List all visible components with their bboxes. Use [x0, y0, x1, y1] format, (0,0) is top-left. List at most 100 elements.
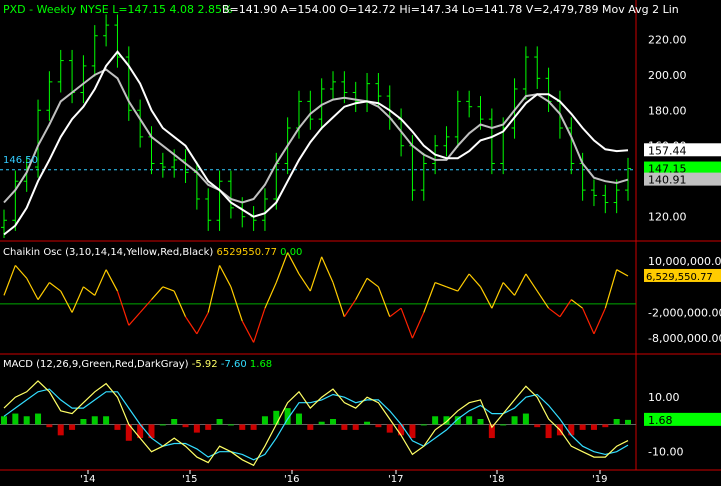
moving-average-fast-line [3, 68, 629, 204]
macd-tag-label: 1.68 [648, 414, 673, 427]
x-axis: '14 '15 '16 '17 '18 '19 [80, 470, 607, 485]
macd-histogram-bar [69, 424, 76, 430]
macd-histogram-bar [341, 424, 348, 430]
header-symbol: PXD [3, 3, 26, 16]
chaikin-segment [151, 286, 164, 301]
macd-histogram-bar [295, 413, 302, 425]
svg-text:B=141.90 A=154.00 O=142.72: B=141.90 A=154.00 O=142.72 Hi=147.34 Lo=… [222, 3, 679, 16]
macd-histogram-bar [375, 424, 382, 428]
price-tick-label: 220.00 [648, 33, 687, 46]
header-change-pct: 2.85% [198, 3, 233, 16]
price-tick-label: 200.00 [648, 69, 687, 82]
chaikin-segment [604, 269, 618, 309]
panel-frame [0, 0, 721, 471]
macd-histogram-bar [466, 416, 473, 425]
macd-histogram-bar [568, 424, 575, 436]
chaikin-segment [139, 299, 152, 313]
chaikin-segment [253, 308, 266, 343]
chaikin-segment [275, 252, 289, 283]
macd-histogram-bar [534, 424, 541, 428]
chaikin-segment [593, 307, 606, 335]
chaikin-value: 6529550.77 [217, 247, 277, 258]
x-tick-label: '17 [388, 474, 403, 485]
chaikin-segment [287, 252, 300, 275]
chaikin-tag-label: 6,529,550.77 [646, 272, 713, 283]
chaikin-segment [332, 282, 345, 317]
macd-histogram-bar [386, 424, 393, 433]
chaikin-segment [423, 282, 436, 313]
chaikin-segment [446, 286, 459, 292]
macd-histogram-bar [318, 421, 325, 425]
header-low: Lo=141.78 [462, 3, 522, 16]
macd-histogram-bar [522, 413, 529, 425]
chaikin-segment [434, 281, 447, 288]
chaikin-segment [219, 265, 232, 288]
chaikin-segment [616, 269, 629, 277]
macd-histogram-bar [103, 416, 110, 425]
price-left-marker: 146.50 [3, 155, 38, 166]
x-tick-label: '14 [80, 474, 95, 485]
macd-lines [3, 380, 629, 467]
macd-histogram-bar [364, 421, 371, 425]
macd-histogram-bar [330, 419, 337, 425]
moving-average-slow-line [3, 50, 629, 236]
header-last: L=147.15 [112, 3, 166, 16]
chaikin-segment [37, 282, 50, 300]
chaikin-segment [94, 269, 107, 296]
chaikin-segment [377, 286, 391, 317]
macd-histogram-bar [273, 410, 280, 425]
macd-signal-value: -7.60 [221, 359, 247, 370]
header-ask: A=154.00 [281, 3, 336, 16]
macd-histogram-bar [216, 419, 223, 425]
chaikin-segment [26, 277, 39, 300]
macd-histogram-bar [352, 424, 359, 430]
macd-histogram-bar [148, 424, 155, 439]
chaikin-segment [389, 307, 402, 318]
chaikin-segment [49, 282, 62, 292]
chaikin-segment [105, 269, 118, 292]
price-tag-label: 147.15 [648, 163, 687, 176]
chaikin-segment [207, 265, 221, 313]
price-tick-label: 180.00 [648, 104, 687, 117]
chaikin-segment [525, 273, 538, 292]
chaikin-tag-box [644, 268, 721, 282]
header-open: O=142.72 [340, 3, 396, 16]
x-tick-label: '19 [592, 474, 607, 485]
macd-histogram-bar [500, 424, 507, 426]
macd-histogram-bar [579, 424, 586, 430]
chaikin-segment [570, 299, 583, 309]
chaikin-zero: 0.00 [280, 247, 302, 258]
price-tag-box [644, 161, 721, 175]
header-change: 4.08 [170, 3, 195, 16]
chaikin-segment [355, 277, 368, 300]
header-bid: B=141.90 [222, 3, 277, 16]
macd-histogram-bar [46, 424, 53, 428]
macd-histogram-bar [193, 424, 200, 433]
price-moving-averages [3, 50, 629, 236]
chaikin-segment [128, 312, 141, 326]
x-tick-label: '15 [182, 474, 197, 485]
chaikin-segment [298, 273, 311, 292]
macd-histogram-bar [57, 424, 64, 436]
chaikin-segment [162, 286, 175, 292]
macd-histogram-bar [205, 424, 212, 430]
x-tick-label: '16 [284, 474, 299, 485]
chaikin-segment [582, 307, 595, 335]
header-interval: Weekly [37, 3, 77, 16]
macd-histogram-bar [409, 424, 416, 439]
macd-hist-value: 1.68 [250, 359, 272, 370]
macd-line [3, 380, 629, 467]
chaikin-segment [116, 290, 130, 326]
macd-histogram-bar [80, 419, 87, 425]
chaikin-segment [502, 282, 515, 296]
macd-histogram-bar [171, 419, 178, 425]
chaikin-segment [14, 265, 28, 279]
svg-text:PXD - Weekly NYSE L=147.15: PXD - Weekly NYSE L=147.15 4.08 2.85% [3, 3, 233, 16]
header-exchange: NYSE [80, 3, 109, 16]
chaikin-segment [491, 282, 504, 309]
chaikin-segment [264, 282, 277, 309]
chaikin-segment [241, 320, 255, 343]
